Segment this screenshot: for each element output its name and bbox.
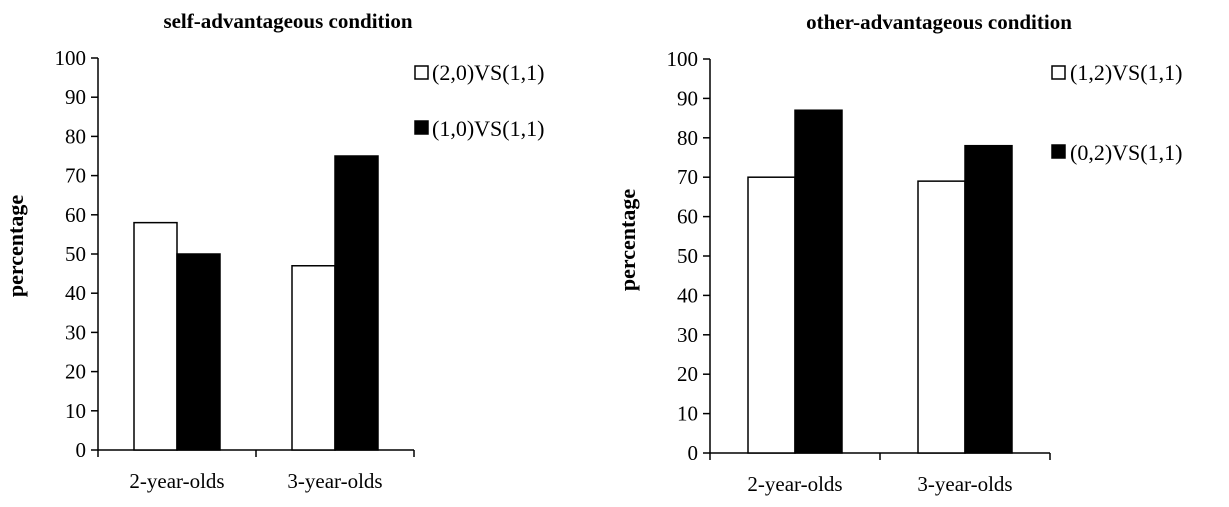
self-advantageous-chart: self-advantageous condition percentage 0…	[3, 9, 544, 493]
y-tick-label: 10	[65, 399, 86, 423]
y-tick-label: 40	[677, 283, 698, 307]
legend-swatch-series-2	[1051, 144, 1066, 159]
legend-label-series-2: (1,0)VS(1,1)	[432, 116, 544, 141]
other-advantageous-chart: other-advantageous condition percentage …	[615, 10, 1182, 496]
legend-swatch-series-1	[414, 65, 429, 80]
y-tick-label: 20	[65, 360, 86, 384]
y-tick-label: 60	[65, 203, 86, 227]
bar-1-3-year-olds	[291, 265, 336, 451]
legend-label-series-1: (2,0)VS(1,1)	[432, 60, 544, 85]
y-tick-label: 0	[76, 438, 87, 462]
x-tick-label: 3-year-olds	[917, 472, 1012, 496]
y-tick-label: 30	[677, 323, 698, 347]
chart-title: other-advantageous condition	[806, 10, 1072, 34]
y-tick-label: 0	[688, 441, 699, 465]
plot-area: 0 10 20 30 40 50 60 70 80 90 100 2-year-olds 3-year-…	[55, 46, 415, 493]
y-tick-label: 100	[55, 46, 87, 70]
legend: (2,0)VS(1,1) (1,0)VS(1,1)	[414, 60, 544, 141]
bar-1-3-year-olds	[917, 180, 966, 454]
bar-2-3-year-olds	[964, 144, 1013, 454]
y-tick-label: 50	[677, 244, 698, 268]
y-axis-label: percentage	[3, 195, 28, 297]
y-tick-label: 70	[65, 164, 86, 188]
legend-swatch-series-1	[1051, 65, 1066, 80]
y-tick-label: 90	[677, 86, 698, 110]
y-tick-label: 80	[677, 126, 698, 150]
legend: (1,2)VS(1,1) (0,2)VS(1,1)	[1051, 60, 1182, 165]
plot-area: 0 10 20 30 40 50 60 70 80 90 100 2-year-olds 3-year-…	[667, 47, 1051, 496]
legend-swatch-series-2	[414, 120, 429, 135]
bar-1-2-year-olds	[133, 221, 178, 451]
chart-title: self-advantageous condition	[163, 9, 412, 33]
x-tick-label: 3-year-olds	[287, 469, 382, 493]
y-tick-label: 80	[65, 124, 86, 148]
bar-2-2-year-olds	[794, 109, 843, 454]
y-tick-label: 40	[65, 281, 86, 305]
bar-2-2-year-olds	[176, 253, 221, 451]
y-tick-label: 70	[677, 165, 698, 189]
y-tick-label: 30	[65, 320, 86, 344]
legend-label-series-2: (0,2)VS(1,1)	[1070, 140, 1182, 165]
bar-2-3-year-olds	[334, 155, 379, 451]
y-axis-label: percentage	[615, 189, 640, 291]
x-tick-label: 2-year-olds	[747, 472, 842, 496]
x-tick-label: 2-year-olds	[129, 469, 224, 493]
y-tick-label: 100	[667, 47, 699, 71]
y-tick-label: 20	[677, 362, 698, 386]
y-tick-label: 10	[677, 402, 698, 426]
bar-1-2-year-olds	[747, 176, 796, 454]
legend-label-series-1: (1,2)VS(1,1)	[1070, 60, 1182, 85]
y-tick-label: 60	[677, 205, 698, 229]
y-tick-label: 90	[65, 85, 86, 109]
y-tick-label: 50	[65, 242, 86, 266]
